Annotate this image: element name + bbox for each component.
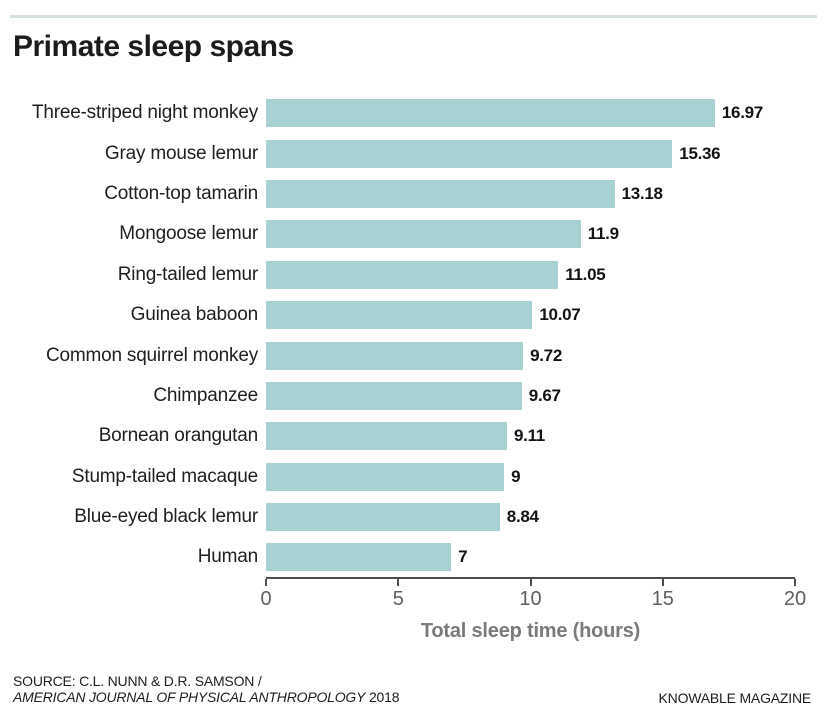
value-label: 9 [511, 466, 521, 486]
value-label: 16.97 [721, 103, 763, 123]
category-label: Blue-eyed black lemur [74, 506, 258, 528]
chart-row: Guinea baboon 10.07 [0, 295, 825, 335]
axis-tick-mark [661, 579, 664, 586]
bar [266, 260, 559, 289]
category-label: Bornean orangutan [98, 425, 258, 447]
axis-tick-label: 5 [392, 588, 404, 610]
category-label: Three-striped night monkey [31, 102, 258, 124]
source-journal: AMERICAN JOURNAL OF PHYSICAL ANTHROPOLOG… [13, 688, 366, 705]
top-rule-divider [10, 15, 817, 18]
bar [266, 179, 615, 208]
axis-tick-mark [397, 579, 400, 586]
chart-row: Human 7 [0, 537, 825, 577]
bar [266, 301, 533, 330]
bar [266, 543, 452, 572]
chart-row: Ring-tailed lemur 11.05 [0, 255, 825, 295]
value-label: 11.9 [587, 224, 619, 244]
value-label: 7 [458, 547, 468, 567]
axis-tick-label: 20 [783, 588, 807, 610]
bar-track: 9 [266, 462, 795, 491]
bar-track: 11.05 [266, 260, 795, 289]
bar-track: 9.72 [266, 341, 795, 370]
axis-tick-label: 10 [519, 588, 542, 610]
page-title: Primate sleep spans [13, 30, 294, 63]
publisher-branding: KNOWABLE MAGAZINE [658, 690, 812, 706]
category-label: Guinea baboon [130, 304, 259, 326]
axis-tick-label: 0 [260, 588, 272, 610]
bar [266, 422, 507, 451]
chart-row: Common squirrel monkey 9.72 [0, 335, 825, 375]
bar-track: 10.07 [266, 301, 795, 330]
category-label: Stump-tailed macaque [71, 465, 258, 487]
bar [266, 99, 715, 128]
category-label: Mongoose lemur [119, 223, 258, 245]
category-label: Chimpanzee [153, 384, 258, 406]
bar-track: 9.67 [266, 381, 795, 410]
value-label: 9.67 [528, 385, 561, 405]
chart-row: Cotton-top tamarin 13.18 [0, 174, 825, 214]
bar [266, 462, 505, 491]
axis-tick-mark [265, 579, 267, 586]
category-label: Gray mouse lemur [104, 142, 258, 164]
axis-tick-label: 15 [651, 588, 674, 610]
bar-track: 15.36 [266, 139, 795, 168]
chart-row: Stump-tailed macaque 9 [0, 457, 825, 497]
value-label: 9.11 [514, 426, 545, 446]
value-label: 11.05 [565, 264, 606, 284]
x-axis-line: 0 5 10 15 20 [260, 577, 806, 610]
chart-row: Gray mouse lemur 15.36 [0, 133, 825, 173]
category-label: Ring-tailed lemur [117, 263, 258, 285]
chart-row: Mongoose lemur 11.9 [0, 214, 825, 254]
value-label: 8.84 [506, 507, 539, 527]
value-label: 15.36 [679, 143, 721, 163]
bar [266, 139, 673, 168]
source-year: 2018 [368, 688, 400, 705]
chart-row: Bornean orangutan 9.11 [0, 416, 825, 456]
bar [266, 341, 524, 370]
bar [266, 381, 522, 410]
x-axis-title: Total sleep time (hours) [420, 620, 641, 642]
category-label: Human [197, 546, 258, 568]
bar-track: 16.97 [266, 99, 795, 128]
source-line-1: SOURCE: C.L. NUNN & D.R. SAMSON / [13, 673, 262, 689]
bar-track: 13.18 [266, 179, 795, 208]
value-label: 9.72 [530, 345, 562, 365]
bar-track: 11.9 [266, 220, 795, 249]
category-label: Cotton-top tamarin [104, 182, 258, 204]
bar [266, 220, 581, 249]
axis-tick-mark [794, 579, 796, 586]
value-label: 10.07 [539, 305, 581, 325]
chart-row: Three-striped night monkey 16.97 [0, 93, 825, 133]
value-label: 13.18 [621, 183, 663, 203]
bar-track: 9.11 [266, 422, 795, 451]
bar-track: 8.84 [266, 503, 795, 532]
source-credit: SOURCE: C.L. NUNN & D.R. SAMSON / AMERIC… [13, 673, 400, 706]
chart-row: Chimpanzee 9.67 [0, 376, 825, 416]
bar-track: 7 [266, 543, 795, 572]
bar [266, 503, 500, 532]
source-line-2: AMERICAN JOURNAL OF PHYSICAL ANTHROPOLOG… [13, 688, 400, 706]
chart-row: Blue-eyed black lemur 8.84 [0, 497, 825, 537]
bar-chart: Three-striped night monkey 16.97 Gray mous… [0, 93, 825, 578]
axis-tick-mark [529, 579, 532, 586]
category-label: Common squirrel monkey [45, 344, 258, 366]
